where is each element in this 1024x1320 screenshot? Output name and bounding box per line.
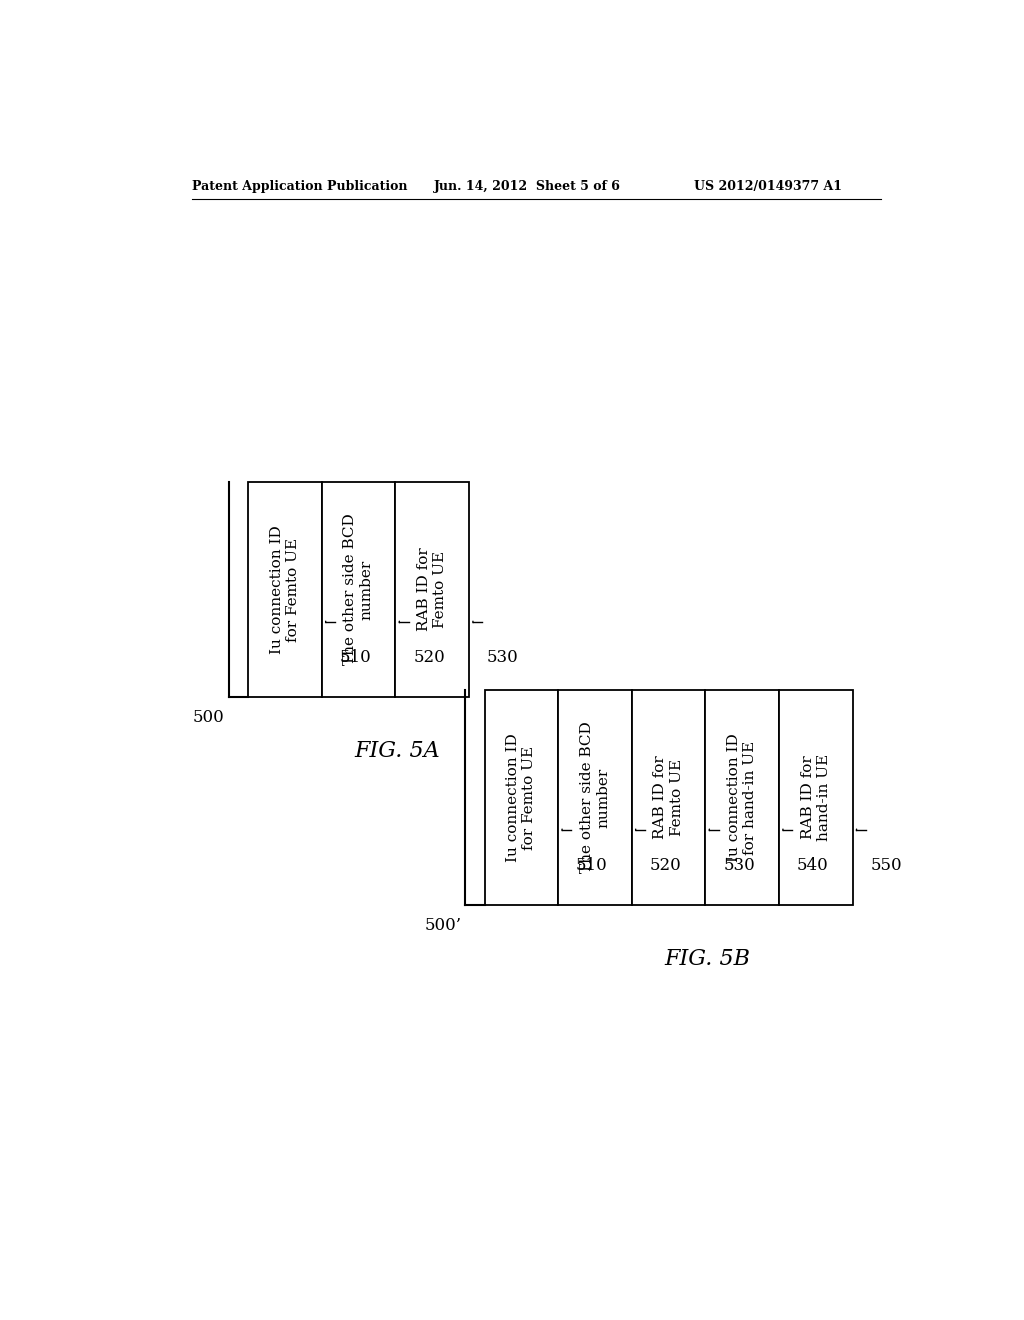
- Bar: [632, 690, 706, 906]
- Bar: [395, 482, 469, 697]
- Text: RAB ID for
Femto UE: RAB ID for Femto UE: [653, 755, 684, 840]
- Text: 530: 530: [723, 857, 755, 874]
- Text: FIG. 5B: FIG. 5B: [665, 948, 751, 970]
- Text: 510: 510: [575, 857, 607, 874]
- Text: The other side BCD
number: The other side BCD number: [580, 722, 610, 874]
- Text: 550: 550: [870, 857, 902, 874]
- Text: 510: 510: [340, 649, 372, 665]
- Bar: [779, 690, 853, 906]
- Bar: [558, 690, 632, 906]
- Text: 530: 530: [486, 649, 518, 665]
- Text: Patent Application Publication: Patent Application Publication: [191, 180, 408, 193]
- Text: Jun. 14, 2012  Sheet 5 of 6: Jun. 14, 2012 Sheet 5 of 6: [434, 180, 621, 193]
- Text: FIG. 5A: FIG. 5A: [354, 739, 440, 762]
- Text: 500: 500: [194, 709, 225, 726]
- Bar: [484, 690, 558, 906]
- Text: Iu connection ID
for hand-in UE: Iu connection ID for hand-in UE: [727, 733, 758, 862]
- Text: Iu connection ID
for Femto UE: Iu connection ID for Femto UE: [270, 525, 300, 653]
- Text: 540: 540: [797, 857, 828, 874]
- Text: 520: 520: [414, 649, 445, 665]
- Text: RAB ID for
Femto UE: RAB ID for Femto UE: [417, 548, 447, 631]
- Text: 500’: 500’: [424, 917, 461, 933]
- Text: RAB ID for
hand-in UE: RAB ID for hand-in UE: [801, 754, 830, 841]
- Bar: [322, 482, 395, 697]
- Bar: [248, 482, 322, 697]
- Text: 520: 520: [649, 857, 681, 874]
- Text: The other side BCD
number: The other side BCD number: [343, 513, 374, 665]
- Text: Iu connection ID
for Femto UE: Iu connection ID for Femto UE: [506, 733, 537, 862]
- Text: US 2012/0149377 A1: US 2012/0149377 A1: [693, 180, 842, 193]
- Bar: [706, 690, 779, 906]
